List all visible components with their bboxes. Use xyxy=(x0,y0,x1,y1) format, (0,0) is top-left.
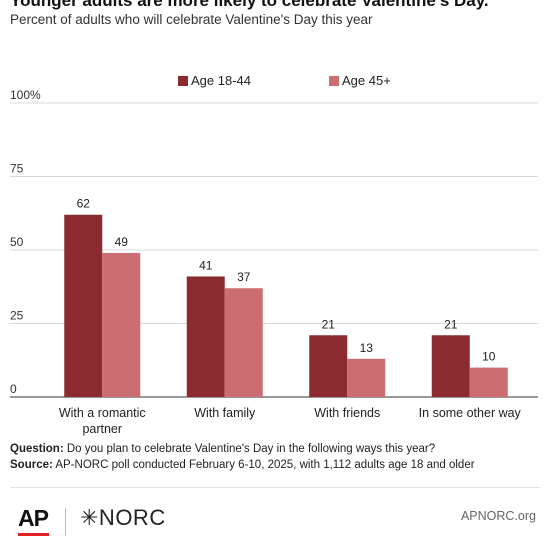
y-tick-label: 100% xyxy=(10,88,41,102)
bar xyxy=(469,367,508,397)
bar xyxy=(64,214,103,397)
bar xyxy=(347,358,386,397)
data-label: 49 xyxy=(115,235,129,249)
y-tick-label: 75 xyxy=(10,162,24,176)
y-tick-label: 50 xyxy=(10,235,24,249)
bar xyxy=(431,335,470,397)
data-label: 41 xyxy=(199,258,213,272)
bar xyxy=(186,276,225,397)
category-label: With family xyxy=(194,406,256,420)
apnorc-link[interactable]: APNORC.org xyxy=(460,509,536,523)
legend-label: Age 18-44 xyxy=(191,73,251,88)
norc-logo: ✳NORC xyxy=(80,505,166,530)
bar xyxy=(309,335,348,397)
bar xyxy=(102,252,141,397)
source-label: Source: xyxy=(10,459,53,471)
chart-title: Younger adults are more likely to celebr… xyxy=(10,0,489,10)
ap-logo: AP xyxy=(18,505,49,531)
ap-logo-underline xyxy=(18,533,49,536)
category-label: partner xyxy=(82,422,122,436)
question-text: Do you plan to celebrate Valentine's Day… xyxy=(63,443,436,455)
data-label: 62 xyxy=(77,197,91,211)
legend-label: Age 45+ xyxy=(342,73,391,88)
legend-swatch xyxy=(329,76,339,86)
data-label: 10 xyxy=(482,350,496,364)
data-label: 21 xyxy=(444,317,458,331)
question-label: Question: xyxy=(10,443,64,455)
data-label: 37 xyxy=(237,270,251,284)
category-label: In some other way xyxy=(419,406,522,420)
question-note: Question: Do you plan to celebrate Valen… xyxy=(10,443,435,455)
bar xyxy=(224,288,263,397)
y-tick-label: 0 xyxy=(10,382,17,396)
category-label: With a romantic xyxy=(59,406,146,420)
legend-swatch xyxy=(178,76,188,86)
footer-divider xyxy=(10,487,540,488)
source-text: AP-NORC poll conducted February 6-10, 20… xyxy=(52,459,475,471)
y-tick-label: 25 xyxy=(10,309,24,323)
chart-subtitle: Percent of adults who will celebrate Val… xyxy=(10,12,373,27)
data-label: 13 xyxy=(360,341,374,355)
logo-separator xyxy=(65,508,66,536)
bar-chart: 0 25 50 75 100% Age 18-44 Age 45+ 62 49 With a ro… xyxy=(10,73,538,436)
category-label: With friends xyxy=(314,406,380,420)
source-note: Source: AP-NORC poll conducted February … xyxy=(10,459,475,471)
data-label: 21 xyxy=(322,317,336,331)
